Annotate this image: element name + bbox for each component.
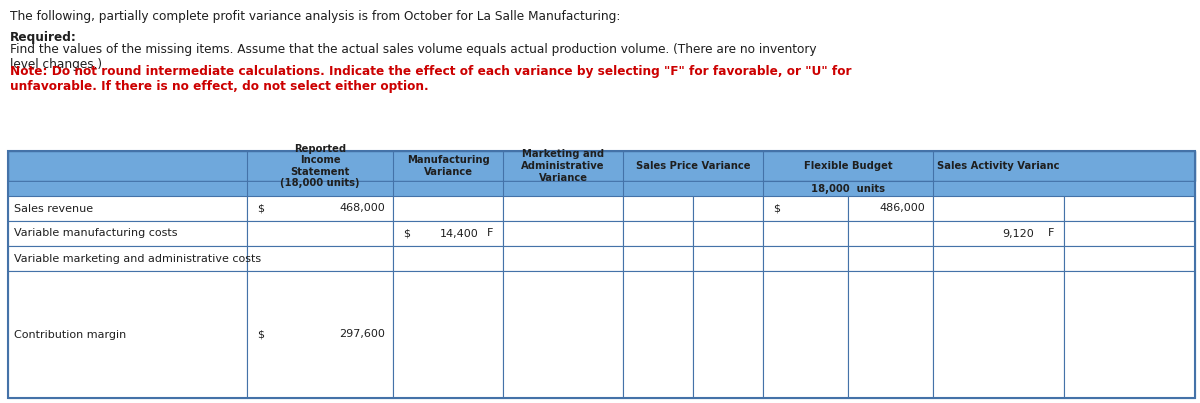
Text: F: F xyxy=(487,229,493,239)
Bar xyxy=(763,221,848,246)
Text: $: $ xyxy=(403,229,410,239)
Bar xyxy=(623,221,694,246)
Text: Find the values of the missing items. Assume that the actual sales volume equals: Find the values of the missing items. As… xyxy=(10,43,816,71)
Bar xyxy=(247,221,394,246)
Text: 14,400: 14,400 xyxy=(440,229,479,239)
Text: Variable marketing and administrative costs: Variable marketing and administrative co… xyxy=(14,253,262,264)
Text: Note: Do not round intermediate calculations. Indicate the effect of each varian: Note: Do not round intermediate calculat… xyxy=(10,65,852,93)
Text: $: $ xyxy=(773,204,780,214)
Text: 486,000: 486,000 xyxy=(880,204,925,214)
Bar xyxy=(247,271,394,398)
Bar xyxy=(763,196,848,221)
Bar xyxy=(8,196,247,221)
Text: Sales Price Variance: Sales Price Variance xyxy=(636,161,750,171)
Bar xyxy=(934,196,1064,221)
Bar xyxy=(503,221,623,246)
Bar xyxy=(623,196,694,221)
Bar xyxy=(8,151,1195,181)
Text: The following, partially complete profit variance analysis is from October for L: The following, partially complete profit… xyxy=(10,10,620,23)
Text: Manufacturing
Variance: Manufacturing Variance xyxy=(407,155,490,177)
Text: Variable manufacturing costs: Variable manufacturing costs xyxy=(14,229,178,239)
Text: 18,000  units: 18,000 units xyxy=(811,183,886,193)
Text: 297,600: 297,600 xyxy=(340,330,385,339)
Bar xyxy=(247,196,394,221)
Bar xyxy=(1064,196,1195,221)
Bar xyxy=(394,271,503,398)
Text: Reported
Income
Statement
(18,000 units): Reported Income Statement (18,000 units) xyxy=(281,143,360,188)
Bar xyxy=(763,246,848,271)
Text: Sales revenue: Sales revenue xyxy=(14,204,94,214)
Bar xyxy=(8,271,247,398)
Text: Flexible Budget: Flexible Budget xyxy=(804,161,893,171)
Bar xyxy=(694,271,763,398)
Bar xyxy=(8,181,1195,196)
Bar xyxy=(848,221,934,246)
Bar xyxy=(394,246,503,271)
Text: 468,000: 468,000 xyxy=(340,204,385,214)
Bar xyxy=(394,196,503,221)
Bar xyxy=(1064,221,1195,246)
Bar xyxy=(247,246,394,271)
Bar xyxy=(503,246,623,271)
Bar xyxy=(8,246,247,271)
Bar xyxy=(623,271,694,398)
Bar xyxy=(1064,271,1195,398)
Bar xyxy=(934,246,1064,271)
Bar xyxy=(1064,246,1195,271)
Text: 9,120: 9,120 xyxy=(1002,229,1034,239)
Bar xyxy=(934,271,1064,398)
Bar xyxy=(934,221,1064,246)
Bar xyxy=(8,151,1195,398)
Bar xyxy=(694,221,763,246)
Text: Sales Activity Varianc: Sales Activity Varianc xyxy=(937,161,1060,171)
Bar xyxy=(694,196,763,221)
Bar xyxy=(394,221,503,246)
Bar xyxy=(503,196,623,221)
Bar xyxy=(848,246,934,271)
Bar xyxy=(763,271,848,398)
Text: F: F xyxy=(1048,229,1055,239)
Bar xyxy=(848,196,934,221)
Text: $: $ xyxy=(257,330,264,339)
Bar xyxy=(503,271,623,398)
Text: Contribution margin: Contribution margin xyxy=(14,330,126,339)
Bar xyxy=(8,221,247,246)
Text: $: $ xyxy=(257,204,264,214)
Bar xyxy=(623,246,694,271)
Text: Marketing and
Administrative
Variance: Marketing and Administrative Variance xyxy=(521,150,605,183)
Bar xyxy=(848,271,934,398)
Bar xyxy=(694,246,763,271)
Text: Required:: Required: xyxy=(10,31,77,44)
